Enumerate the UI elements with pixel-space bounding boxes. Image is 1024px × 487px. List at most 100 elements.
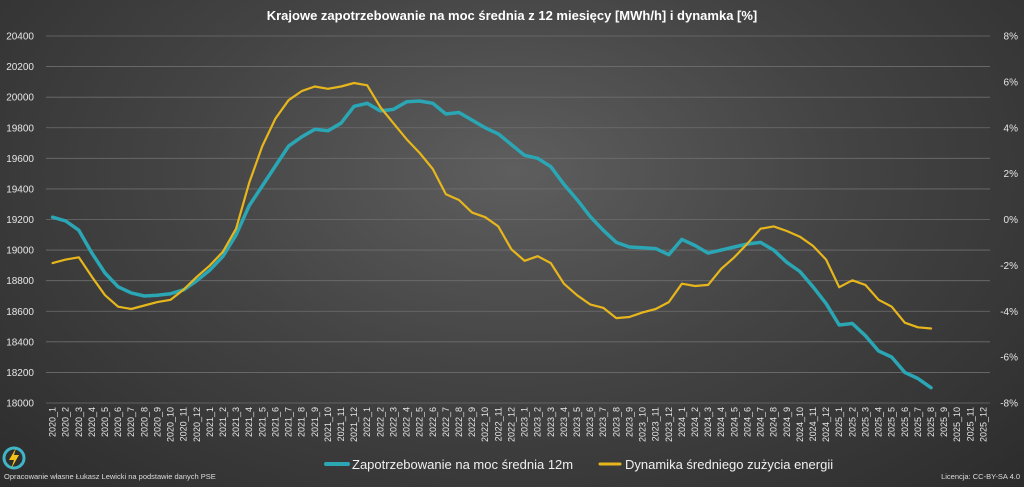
y-left-tick-label: 19200 [6, 215, 34, 226]
x-tick-label: 2023_3 [546, 407, 556, 437]
x-tick-label: 2023_1 [520, 407, 530, 437]
x-tick-label: 2024_5 [729, 407, 739, 437]
legend: Zapotrzebowanie na moc średnia 12m Dynam… [324, 457, 833, 472]
x-tick-label: 2022_1 [362, 407, 372, 437]
x-tick-label: 2023_2 [533, 407, 543, 437]
y-right-tick-label: -4% [1000, 307, 1018, 318]
x-tick-label: 2022_4 [402, 407, 412, 437]
x-tick-label: 2022_12 [506, 407, 516, 442]
y-left-tick-label: 20000 [6, 93, 34, 104]
x-tick-label: 2025_10 [952, 407, 962, 442]
series-layer [50, 81, 933, 390]
x-tick-label: 2024_3 [703, 407, 713, 437]
x-tick-label: 2020_7 [126, 407, 136, 437]
x-tick-label: 2022_5 [415, 407, 425, 437]
x-tick-label: 2024_8 [769, 407, 779, 437]
x-tick-label: 2021_9 [310, 407, 320, 437]
footer-license: Licencja: CC-BY-SA 4.0 [941, 472, 1020, 481]
x-tick-label: 2020_5 [100, 407, 110, 437]
x-tick-label: 2021_5 [257, 407, 267, 437]
x-tick-label: 2024_6 [742, 407, 752, 437]
x-tick-label: 2022_2 [375, 407, 385, 437]
x-tick-label: 2020_4 [87, 407, 97, 437]
series-line-dynamics [51, 81, 933, 330]
y-left-tick-label: 18600 [6, 307, 34, 318]
x-tick-label: 2022_3 [388, 407, 398, 437]
x-tick-label: 2025_2 [847, 407, 857, 437]
x-tick-label: 2024_2 [690, 407, 700, 437]
x-tick-label: 2021_8 [297, 407, 307, 437]
y-left-tick-label: 20400 [6, 32, 34, 43]
x-tick-label: 2021_3 [231, 407, 241, 437]
x-axis: 2020_1 2020_2 2020_3 2020_4 2020_5 2020_6 2020… [48, 407, 989, 442]
y-right-tick-label: -8% [1000, 399, 1018, 410]
x-tick-label: 2023_11 [651, 407, 661, 441]
x-tick-label: 2025_5 [887, 407, 897, 437]
x-tick-label: 2025_12 [978, 407, 988, 442]
x-tick-label: 2025_11 [965, 407, 975, 441]
y-right-tick-label: -6% [1000, 353, 1018, 364]
x-tick-label: 2021_10 [323, 407, 333, 442]
x-tick-label: 2025_9 [939, 407, 949, 437]
lightning-leaf-logo [2, 446, 26, 470]
y-right-tick-label: 2% [1004, 169, 1019, 180]
legend-label-demand: Zapotrzebowanie na moc średnia 12m [352, 457, 573, 472]
x-tick-label: 2025_4 [874, 407, 884, 437]
x-tick-label: 2020_3 [74, 407, 84, 437]
x-tick-label: 2021_12 [349, 407, 359, 442]
x-tick-label: 2022_10 [480, 407, 490, 442]
x-tick-label: 2023_5 [572, 407, 582, 437]
y-left-tick-label: 19600 [6, 154, 34, 165]
x-tick-label: 2021_2 [218, 407, 228, 437]
x-tick-label: 2021_7 [284, 407, 294, 437]
y-left-tick-label: 19800 [6, 123, 34, 134]
x-tick-label: 2024_4 [716, 407, 726, 437]
x-tick-label: 2021_6 [270, 407, 280, 437]
x-tick-label: 2025_3 [860, 407, 870, 437]
x-tick-label: 2022_6 [428, 407, 438, 437]
x-tick-label: 2025_6 [900, 407, 910, 437]
x-tick-label: 2023_7 [598, 407, 608, 437]
x-tick-label: 2021_4 [244, 407, 254, 437]
y-right-tick-label: 0% [1004, 215, 1019, 226]
x-tick-label: 2024_12 [821, 407, 831, 442]
y-left-tick-label: 18200 [6, 368, 34, 379]
y-axis-left: 18000 18200 18400 18600 18800 19000 19200 19400… [6, 32, 34, 410]
x-tick-label: 2025_1 [834, 407, 844, 437]
x-tick-label: 2020_12 [192, 407, 202, 442]
x-tick-label: 2021_1 [205, 407, 215, 437]
x-tick-label: 2020_6 [113, 407, 123, 437]
x-tick-label: 2024_9 [782, 407, 792, 437]
series-line-demand [50, 99, 933, 390]
x-tick-label: 2023_9 [624, 407, 634, 437]
x-tick-label: 2023_12 [664, 407, 674, 442]
x-tick-label: 2023_6 [585, 407, 595, 437]
x-tick-label: 2024_7 [756, 407, 766, 437]
legend-label-dynamics: Dynamika średniego zużycia energii [625, 457, 833, 472]
footer-credit: Opracowanie własne Łukasz Lewicki na pod… [4, 472, 216, 481]
x-tick-label: 2022_7 [441, 407, 451, 437]
x-tick-label: 2021_11 [336, 407, 346, 441]
x-tick-label: 2020_1 [48, 407, 58, 437]
x-tick-label: 2025_7 [913, 407, 923, 437]
x-tick-label: 2020_11 [179, 407, 189, 441]
x-tick-label: 2023_4 [559, 407, 569, 437]
y-right-tick-label: 4% [1004, 123, 1019, 134]
x-tick-label: 2023_8 [611, 407, 621, 437]
y-right-tick-label: 6% [1004, 77, 1019, 88]
x-tick-label: 2022_9 [467, 407, 477, 437]
y-left-tick-label: 18400 [6, 337, 34, 348]
x-tick-label: 2020_9 [152, 407, 162, 437]
y-left-tick-label: 19400 [6, 184, 34, 195]
x-tick-label: 2024_1 [677, 407, 687, 437]
x-tick-label: 2020_10 [166, 407, 176, 442]
y-left-tick-label: 18000 [6, 399, 34, 410]
y-axis-right: -8% -6% -4% -2% 0% 2% 4% 6% 8% [1000, 32, 1018, 410]
chart-title: Krajowe zapotrzebowanie na moc średnia z… [267, 8, 758, 23]
x-tick-label: 2020_8 [139, 407, 149, 437]
x-tick-label: 2025_8 [926, 407, 936, 437]
x-tick-label: 2020_2 [61, 407, 71, 437]
x-tick-label: 2022_8 [454, 407, 464, 437]
y-right-tick-label: 8% [1004, 32, 1019, 43]
